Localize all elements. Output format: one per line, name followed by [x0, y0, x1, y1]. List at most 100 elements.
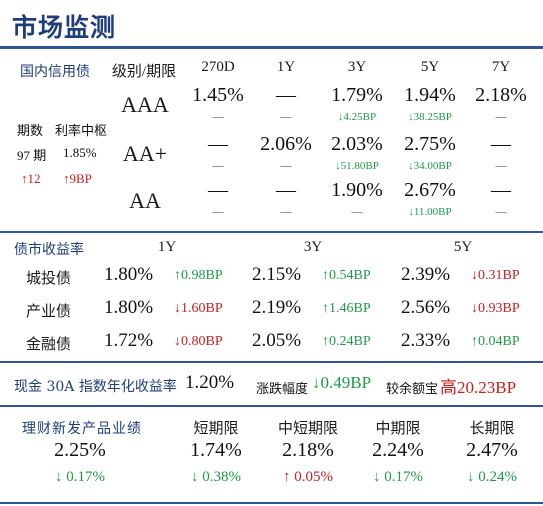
bond-value: 2.05% [252, 330, 302, 351]
arrow-down-icon: ↓ [408, 206, 414, 218]
credit-change: — [495, 160, 507, 172]
wealth-overall-value: 2.25% [54, 439, 106, 461]
credit-change: — [351, 206, 363, 218]
wealth-col-value: 2.47% [466, 439, 518, 461]
bond-value: 2.15% [252, 264, 302, 285]
grade-aa: AA [129, 188, 161, 213]
credit-change: — [212, 160, 224, 172]
bond-change: ↓0.31BP [471, 268, 520, 283]
credit-change: ↓11.00BP [408, 206, 452, 218]
arrow-down-icon: ↓ [471, 301, 478, 316]
term-label: 期数 [17, 123, 44, 138]
section-divider-3 [0, 405, 543, 407]
arrow-up-icon: ↑ [283, 469, 295, 485]
grade-header: 级别/期限 [111, 64, 177, 80]
arrow-down-icon: ↓ [467, 469, 479, 485]
wealth-col-label: 长期限 [469, 421, 515, 437]
bond-change: ↓1.60BP [174, 301, 223, 316]
rate-value: 1.85% [63, 145, 97, 160]
arrow-down-icon: ↓ [373, 469, 385, 485]
credit-value: 1.45% [192, 84, 244, 106]
wealth-col-change: ↓ 0.24% [467, 469, 517, 485]
col-header-5y: 5Y [420, 59, 440, 75]
col-header-3y: 3Y [347, 59, 367, 75]
arrow-down-icon: ↓ [471, 268, 478, 283]
credit-change: — [212, 206, 224, 218]
bond-value: 1.80% [104, 297, 154, 318]
bond-change: ↑1.46BP [322, 301, 371, 316]
bond-change: ↓0.93BP [471, 301, 520, 316]
credit-value: 1.79% [331, 84, 383, 106]
arrow-up-icon: ↑ [471, 334, 478, 349]
credit-change: — [280, 160, 292, 172]
term-value: 97 期 [17, 148, 47, 163]
wealth-section-label: 理财新发产品业绩 [22, 421, 142, 437]
bond-value: 2.33% [401, 330, 451, 351]
credit-value: 2.75% [404, 133, 456, 155]
wealth-col-change: ↓ 0.17% [373, 469, 423, 485]
arrow-down-icon: ↓ [312, 373, 321, 392]
cash-balance-label: 较余额宝 [386, 381, 439, 396]
bond-value: 1.80% [104, 264, 154, 285]
credit-value: — [491, 179, 511, 201]
bond-value: 1.72% [104, 330, 154, 351]
rate-label: 利率中枢 [55, 123, 108, 138]
bond-col-5y: 5Y [453, 239, 473, 255]
bond-value: 2.56% [401, 297, 451, 318]
bottom-border [0, 502, 543, 504]
bond-col-1y: 1Y [157, 239, 177, 255]
arrow-down-icon: ↓ [55, 469, 63, 485]
credit-value: 2.67% [404, 179, 456, 201]
bond-col-3y: 3Y [303, 239, 323, 255]
wealth-col-label: 短期限 [193, 421, 239, 437]
bond-value: 2.39% [401, 264, 451, 285]
arrow-down-icon: ↓ [174, 334, 181, 349]
credit-value: 2.06% [260, 133, 312, 155]
bond-row-label: 产业债 [26, 304, 72, 320]
credit-value: 2.18% [475, 84, 527, 106]
col-header-7y: 7Y [491, 59, 511, 75]
wealth-col-value: 2.18% [282, 439, 334, 461]
wealth-col-change: ↑ 0.05% [283, 469, 333, 485]
credit-value: 1.94% [404, 84, 456, 106]
col-header-1y: 1Y [276, 59, 296, 75]
credit-change: ↓34.00BP [408, 160, 452, 172]
bond-change: ↑0.98BP [174, 268, 223, 283]
page-title: 市场监测 [12, 13, 117, 42]
credit-change: ↓51.80BP [335, 160, 379, 172]
arrow-up-icon: ↑ [322, 301, 329, 316]
grade-aaa: AAA [121, 92, 169, 117]
wealth-overall-change: ↓ 0.17% [55, 469, 105, 485]
arrow-down-icon: ↓ [191, 469, 203, 485]
section-divider-2 [0, 361, 543, 363]
arrow-up-icon: ↑ [174, 268, 181, 283]
wealth-col-label: 中期限 [375, 421, 421, 437]
credit-change: — [495, 206, 507, 218]
bond-change: ↑0.24BP [322, 334, 371, 349]
wealth-col-change: ↓ 0.38% [191, 469, 241, 485]
cash-change: ↓0.49BP [312, 373, 372, 392]
arrow-up-icon: ↑ [322, 334, 329, 349]
credit-change: — [280, 206, 292, 218]
wealth-col-value: 2.24% [372, 439, 424, 461]
cash-label: 现金 30A 指数年化收益率 [14, 379, 177, 395]
arrow-down-icon: ↓ [408, 160, 414, 172]
arrow-down-icon: ↓ [335, 160, 341, 172]
arrow-up-icon: ↑ [322, 268, 329, 283]
wealth-col-label: 中短期限 [277, 421, 338, 437]
credit-change: — [495, 111, 507, 123]
bond-change: ↑0.04BP [471, 334, 520, 349]
credit-change: — [212, 111, 224, 123]
credit-value: — [208, 133, 228, 155]
arrow-down-icon: ↓ [408, 111, 414, 123]
credit-value: 2.03% [331, 133, 383, 155]
arrow-down-icon: ↓ [337, 111, 344, 123]
term-change: ↑12 [21, 171, 41, 186]
credit-value: — [276, 84, 296, 106]
cash-change-label: 涨跌幅度 [256, 381, 309, 396]
bond-change: ↓0.80BP [174, 334, 223, 349]
arrow-down-icon: ↓ [174, 301, 181, 316]
credit-value: — [208, 179, 228, 201]
rate-change: ↑9BP [63, 171, 92, 186]
arrow-up-icon: ↑ [63, 171, 70, 186]
